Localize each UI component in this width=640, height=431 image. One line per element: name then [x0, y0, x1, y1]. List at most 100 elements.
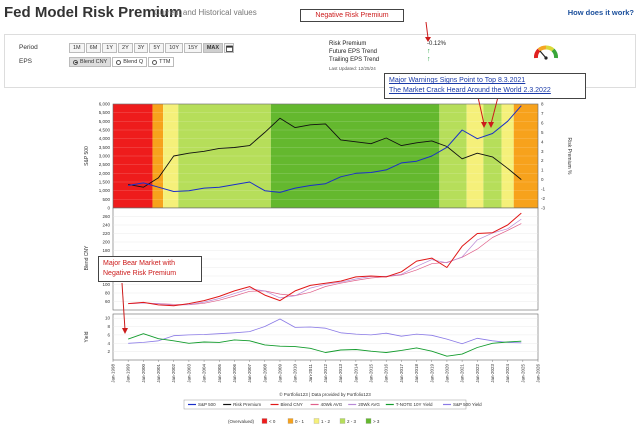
x-tick-label: Jan-2016: [384, 364, 389, 383]
y-axis-title-sp500: S&P 500: [84, 146, 90, 166]
arrow-head-icon: [122, 328, 128, 334]
avg20-line: [128, 218, 522, 306]
period-button-15y[interactable]: 15Y: [184, 43, 202, 53]
help-link[interactable]: How does it work?: [567, 8, 634, 17]
valuation-band: [513, 104, 538, 208]
legend-label: 40Wk AVG: [321, 402, 343, 407]
middle-chart-grid: [113, 216, 538, 352]
future-eps-label: Future EPS Trend: [329, 49, 378, 55]
eps-selector: Blend CNY Blend Q TTM: [69, 57, 175, 67]
x-tick-label: Jan-2019: [429, 364, 434, 383]
x-tick-label: Jan-2022: [475, 364, 480, 383]
x-tick-label: Jan-2001: [156, 364, 161, 383]
x-tick-label: Jan-2013: [338, 364, 343, 383]
x-tick-label: Jan-2025: [520, 364, 525, 383]
radio-icon: [116, 59, 122, 65]
period-button-2y[interactable]: 2Y: [118, 43, 133, 53]
x-tick-label: Jan-2000: [141, 364, 146, 383]
period-button-10y[interactable]: 10Y: [165, 43, 184, 53]
legend-label: S&P 500: [198, 402, 216, 407]
y-axis-title-risk-premium: Risk Premium %: [566, 138, 572, 176]
eps-option-label: TTM: [159, 58, 171, 65]
x-tick-label: Jan-2012: [323, 364, 328, 383]
y-tick-label: 6,000: [99, 102, 111, 107]
eps-option-label: Blend CNY: [80, 58, 108, 65]
overvalued-label: (Overvalued): [228, 419, 255, 424]
x-tick-label: Jan-2005: [217, 364, 222, 383]
calendar-icon: [225, 45, 233, 52]
period-button-3y[interactable]: 3Y: [133, 43, 149, 53]
y-tick-label: 500: [102, 197, 110, 202]
arrow-up-icon: ↑: [427, 56, 431, 63]
period-button-5y[interactable]: 5Y: [149, 43, 165, 53]
x-tick-label: Jan-2021: [460, 364, 465, 383]
y-tick-label: 180: [102, 248, 110, 253]
valuation-band: [178, 104, 271, 208]
valuation-band: [501, 104, 514, 208]
eps-label: EPS: [19, 58, 33, 65]
valuation-band: [439, 104, 467, 208]
risk-premium-line: [128, 117, 522, 188]
calendar-button[interactable]: [224, 43, 235, 53]
last-updated: Last Updated: 12/25/24: [329, 66, 376, 71]
period-button-1m[interactable]: 1M: [69, 43, 85, 53]
risk-premium-label: Risk Premium: [329, 41, 367, 47]
y-tick-label: 8: [107, 324, 110, 329]
overvalued-item-label: 0 - 1: [295, 419, 305, 424]
legend-label: S&P 500 Yield: [453, 402, 482, 407]
period-selector: 1M 6M 1Y 2Y 3Y 5Y 10Y 15Y MAX: [69, 43, 235, 53]
y-tick-label: 2,500: [99, 162, 111, 167]
warnings-callout: Major Warnings Signs Point to Top 8.3.20…: [384, 73, 586, 99]
warnings-link[interactable]: Major Warnings Signs Point to Top 8.3.20…: [389, 77, 526, 84]
x-tick-label: Jan-2017: [399, 364, 404, 383]
y-tick-label: 5,000: [99, 119, 111, 124]
y-tick-label: 0: [107, 206, 110, 211]
series-legend-box: [183, 399, 467, 410]
arrow-head-icon: [481, 122, 487, 128]
y-tick-label: 3,000: [99, 154, 111, 159]
valuation-band: [163, 104, 179, 208]
y-axis-title-yield: Yield: [84, 331, 90, 342]
y-tick-label: 7: [541, 111, 544, 116]
x-tick-label: Jan-2014: [353, 364, 358, 383]
eps-option-label: Blend Q: [123, 58, 144, 65]
callout-arrow-warnings: [477, 96, 485, 125]
x-axis-ticks: Jan-1998 Jan-1999 Jan-2000 Jan-2001 Jan-2002…: [111, 360, 541, 383]
y-tick-label: 4: [107, 341, 110, 346]
y-tick-label: 1,000: [99, 188, 111, 193]
radio-selected-icon: [73, 59, 78, 65]
valuation-band: [466, 104, 484, 208]
y-tick-label: 10: [105, 316, 111, 321]
x-tick-label: Jan-1998: [111, 364, 116, 383]
period-button-max[interactable]: MAX: [202, 43, 224, 53]
eps-option-ttm[interactable]: TTM: [148, 57, 175, 67]
callout-arrow-crack: [490, 96, 499, 125]
title-row: Fed Model Risk Premium Current and Histo…: [4, 4, 636, 22]
y-tick-label: 220: [102, 231, 110, 236]
y-tick-label: 0: [541, 177, 544, 182]
period-label: Period: [19, 44, 38, 51]
bottom-chart-frame: [112, 313, 539, 361]
x-tick-label: Jan-2006: [232, 364, 237, 383]
crack-link[interactable]: The Market Crack Heard Around the World …: [389, 87, 551, 94]
period-button-1y[interactable]: 1Y: [102, 43, 118, 53]
blend-cny-line: [128, 212, 522, 307]
x-tick-label: Jan-2024: [505, 364, 510, 383]
x-tick-label: Jan-2023: [490, 364, 495, 383]
callout-arrow-negative-premium: [425, 21, 429, 39]
overvalued-item-label: > 3: [373, 419, 380, 424]
x-tick-label: Jan-2009: [277, 364, 282, 383]
y-tick-label: 3: [541, 149, 544, 154]
eps-option-blend-q[interactable]: Blend Q: [112, 57, 148, 67]
legend-label: Blend CNY: [281, 402, 303, 407]
x-tick-label: Jan-2011: [308, 364, 313, 383]
negative-premium-callout: Negative Risk Premium: [300, 9, 404, 22]
x-tick-label: Jan-1999: [126, 364, 131, 383]
bear-market-callout: Major Bear Market with Negative Risk Pre…: [98, 256, 202, 282]
y-tick-label: 60: [105, 299, 111, 304]
eps-option-blend-cny[interactable]: Blend CNY: [69, 57, 112, 67]
y-tick-label: 8: [541, 102, 544, 107]
y-tick-label: 4,000: [99, 136, 111, 141]
period-button-6m[interactable]: 6M: [85, 43, 102, 53]
